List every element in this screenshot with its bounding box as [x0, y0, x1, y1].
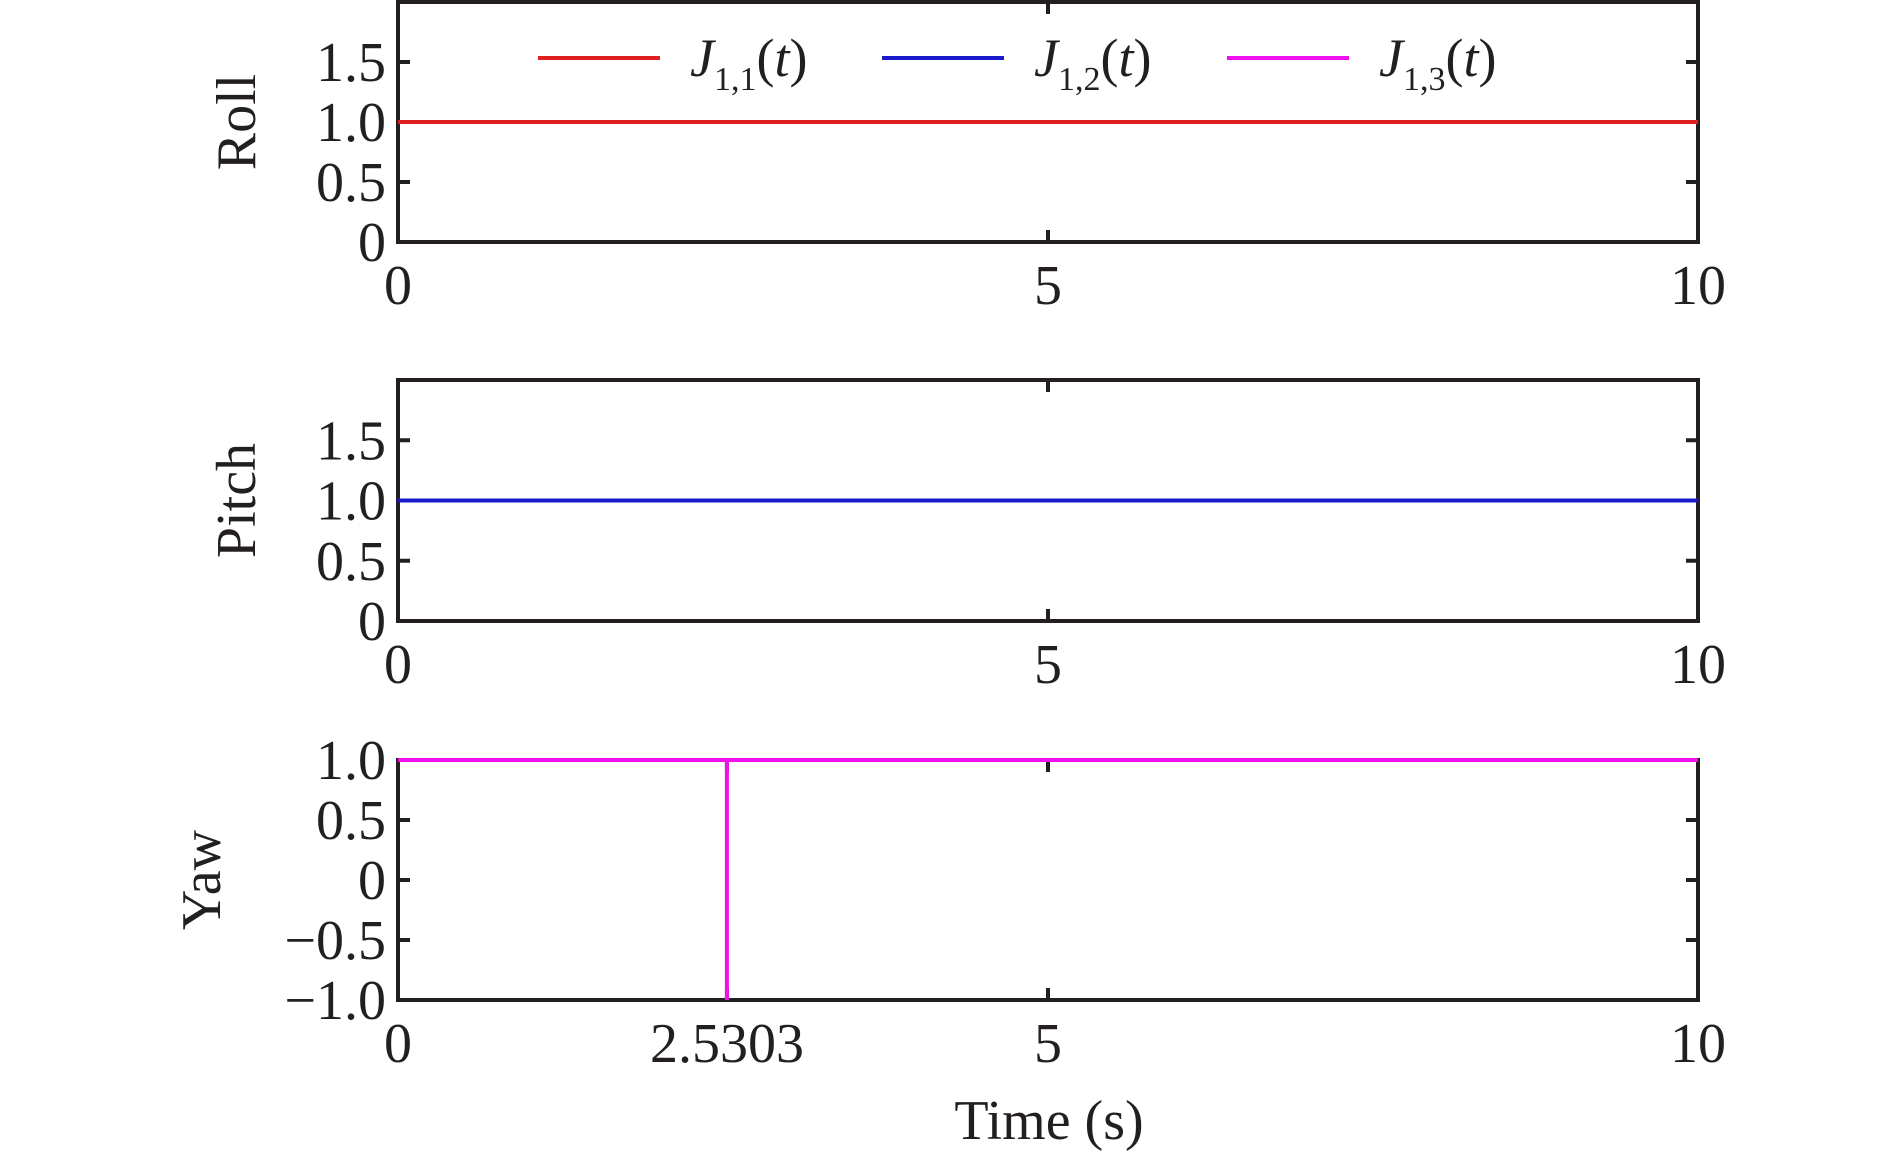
- y-tick-label: 0: [358, 591, 386, 653]
- axes-frame: [396, 758, 1700, 1002]
- x-tick-label: 0: [384, 1013, 412, 1075]
- y-tick-label: 0: [358, 212, 386, 274]
- y-tick-label: 0.5: [316, 790, 386, 852]
- legend: J1,1(t) J1,2(t) J1,3(t): [538, 28, 1496, 98]
- y-axis-label: Roll: [206, 74, 268, 170]
- x-tick-label: 10: [1670, 255, 1726, 317]
- series-line: [398, 758, 1698, 1000]
- x-tick-label: 5: [1034, 634, 1062, 696]
- y-tick-label: −0.5: [284, 910, 386, 972]
- x-axis-label: Time (s): [954, 1090, 1143, 1152]
- x-tick-label: 0: [384, 255, 412, 317]
- x-tick-label: 2.5303: [650, 1013, 804, 1075]
- legend-entry-label: J1,3(t): [1379, 28, 1496, 98]
- y-axis-label: Pitch: [206, 443, 268, 558]
- y-tick-label: 1.5: [316, 410, 386, 472]
- x-tick-label: 10: [1670, 634, 1726, 696]
- x-tick-label: 0: [384, 634, 412, 696]
- legend-entry-label: J1,1(t): [690, 28, 807, 98]
- x-tick-label: 5: [1034, 255, 1062, 317]
- y-tick-label: 1.0: [316, 471, 386, 533]
- y-tick-label: 0.5: [316, 531, 386, 593]
- y-tick-label: 1.0: [316, 730, 386, 792]
- y-tick-label: 1.0: [316, 92, 386, 154]
- y-tick-label: 0: [358, 850, 386, 912]
- y-tick-label: −1.0: [284, 970, 386, 1032]
- x-tick-label: 10: [1670, 1013, 1726, 1075]
- y-tick-label: 0.5: [316, 152, 386, 214]
- y-tick-label: 1.5: [316, 32, 386, 94]
- y-axis-label: Yaw: [171, 829, 233, 930]
- x-tick-label: 5: [1034, 1013, 1062, 1075]
- legend-entry-label: J1,2(t): [1034, 28, 1151, 98]
